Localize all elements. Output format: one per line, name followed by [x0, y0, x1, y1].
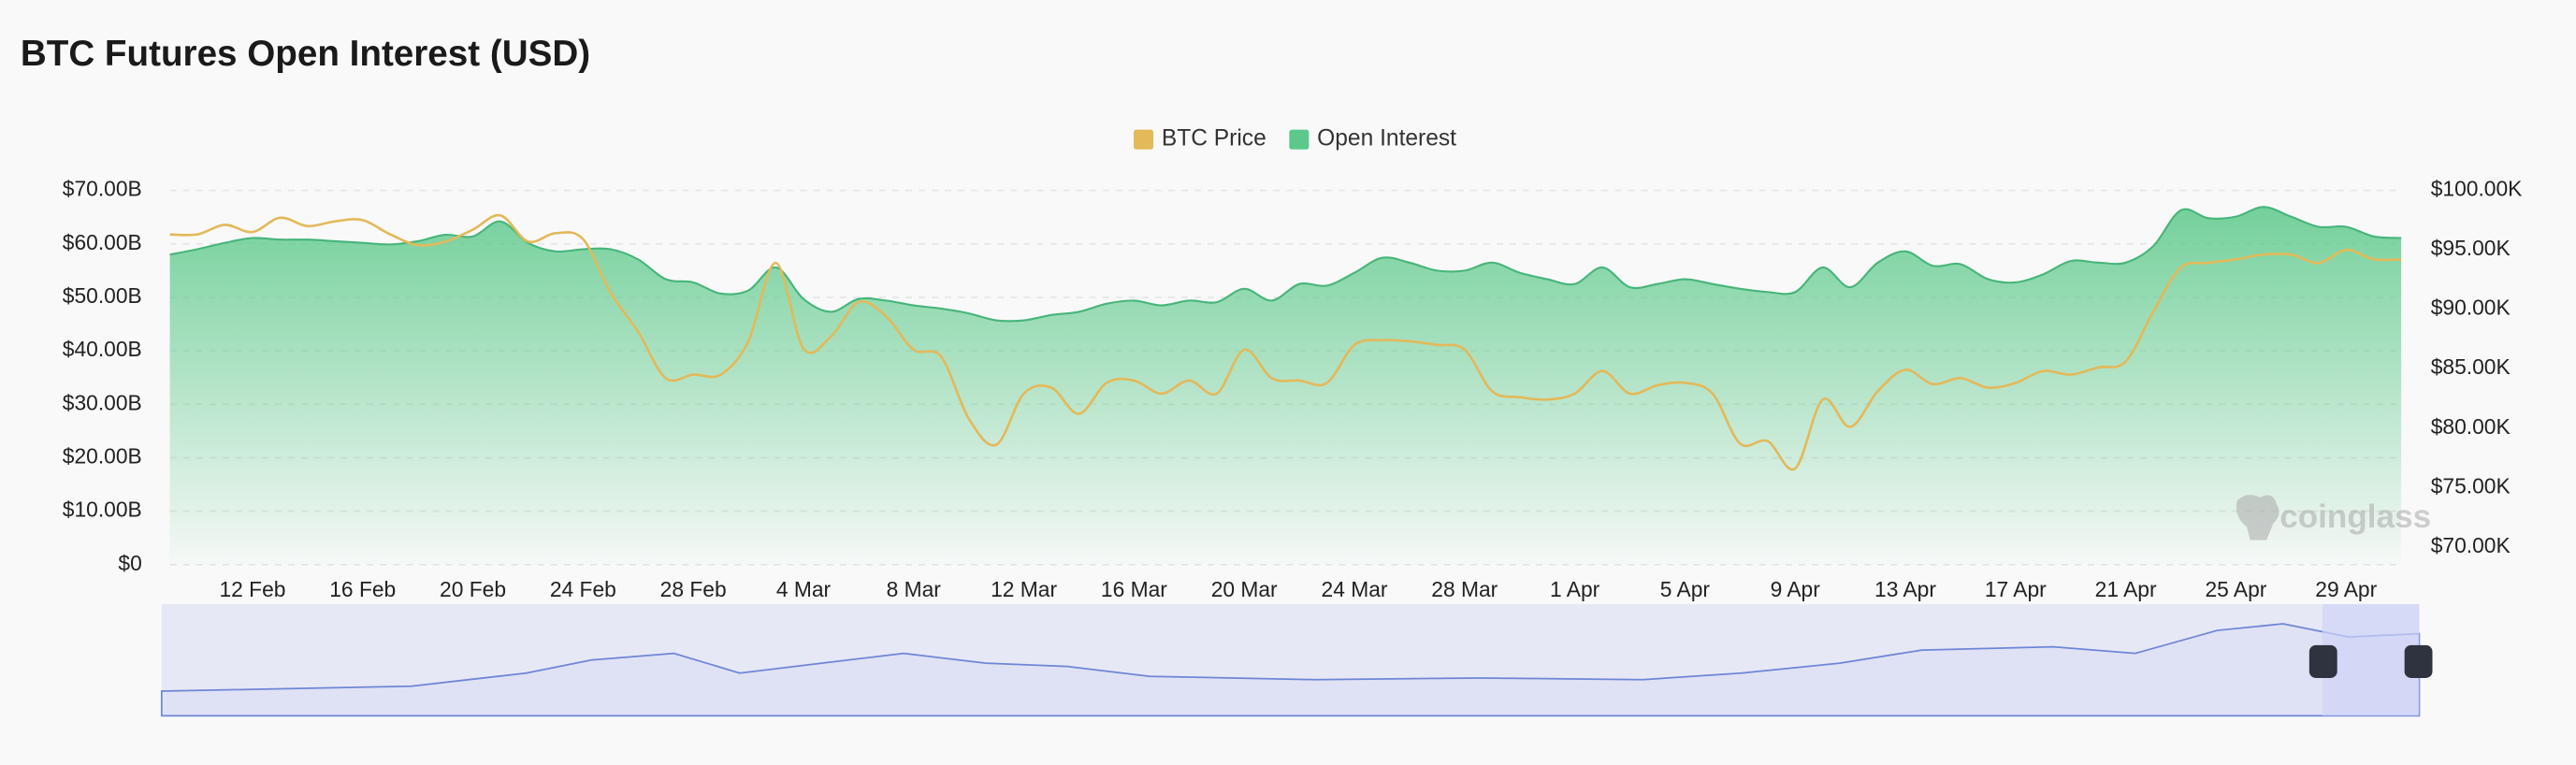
- x-tick-label: 8 Mar: [887, 577, 942, 601]
- x-tick-label: 20 Feb: [440, 577, 506, 601]
- x-tick-label: 4 Mar: [776, 577, 832, 601]
- navigator-series: [160, 623, 2421, 717]
- plot-area: [169, 189, 2402, 566]
- x-tick-label: 20 Mar: [1211, 577, 1278, 601]
- x-tick-label: 13 Apr: [1874, 577, 1936, 601]
- y2-tick-label: $90.00K: [2431, 296, 2511, 320]
- area: [169, 207, 2402, 565]
- y-tick-label: $10.00B: [63, 498, 142, 522]
- y-tick-label: $60.00B: [63, 230, 142, 254]
- y-tick-label: $40.00B: [63, 337, 142, 361]
- watermark-icon: [2236, 495, 2279, 541]
- y2-tick-label: $70.00K: [2431, 533, 2511, 557]
- legend-item[interactable]: BTC Price: [1133, 126, 1266, 152]
- y2-tick-label: $95.00K: [2431, 236, 2511, 260]
- legend-swatch: [1133, 129, 1154, 150]
- y2-tick-label: $100.00K: [2431, 177, 2523, 201]
- y2-tick-label: $85.00K: [2431, 354, 2511, 379]
- x-tick-label: 12 Mar: [991, 577, 1057, 601]
- line: [169, 213, 2402, 471]
- chart-title: BTC Futures Open Interest (USD): [21, 34, 590, 74]
- legend-swatch: [1289, 129, 1310, 150]
- x-tick-label: 17 Apr: [1985, 577, 2047, 601]
- x-tick-label: 16 Feb: [329, 577, 396, 601]
- x-tick-label: 16 Mar: [1101, 577, 1167, 601]
- x-tick-label: 12 Feb: [219, 577, 285, 601]
- legend-item[interactable]: Open Interest: [1289, 126, 1456, 152]
- y2-tick-label: $80.00K: [2431, 414, 2511, 439]
- x-tick-label: 28 Feb: [660, 577, 727, 601]
- x-tick-label: 25 Apr: [2205, 577, 2266, 601]
- y-tick-label: $0: [118, 551, 141, 575]
- x-tick-label: 29 Apr: [2315, 577, 2377, 601]
- y-tick-label: $70.00B: [63, 177, 142, 201]
- x-tick-label: 28 Mar: [1431, 577, 1498, 601]
- y-tick-label: $30.00B: [63, 390, 142, 414]
- x-tick-label: 24 Mar: [1322, 577, 1388, 601]
- navigator-handle[interactable]: [2308, 644, 2337, 678]
- line: [169, 206, 2402, 323]
- x-tick-label: 5 Apr: [1660, 577, 1711, 601]
- navigator-selection[interactable]: [2322, 603, 2420, 716]
- legend-label: BTC Price: [1162, 126, 1266, 152]
- legend-label: Open Interest: [1317, 126, 1456, 152]
- watermark: coinglass: [2236, 495, 2431, 541]
- x-tick-label: 24 Feb: [550, 577, 616, 601]
- x-tick-label: 21 Apr: [2095, 577, 2157, 601]
- x-tick-label: 1 Apr: [1550, 577, 1600, 601]
- navigator: [160, 603, 2433, 717]
- watermark-text: coinglass: [2279, 498, 2431, 535]
- x-tick-label: 9 Apr: [1771, 577, 1821, 601]
- navigator-handle[interactable]: [2404, 644, 2433, 678]
- y2-tick-label: $75.00K: [2431, 473, 2511, 498]
- y-tick-label: $20.00B: [63, 444, 142, 469]
- y-tick-label: $50.00B: [63, 283, 142, 308]
